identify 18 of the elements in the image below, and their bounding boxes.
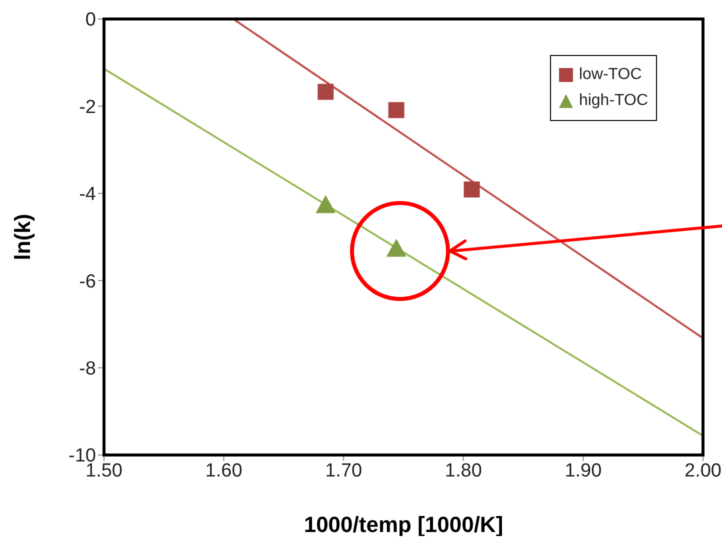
point bbox=[464, 181, 480, 198]
y-tick-label: -6 bbox=[79, 271, 96, 292]
point bbox=[388, 102, 404, 118]
x-tick-label: 1.70 bbox=[325, 460, 362, 482]
x-tick-label: 1.90 bbox=[564, 460, 602, 482]
point bbox=[316, 195, 336, 214]
x-tick-label: 2.00 bbox=[684, 460, 722, 482]
legend-label: high-TOC bbox=[578, 91, 648, 111]
y-tick-label: 0 bbox=[85, 10, 96, 31]
x-tick-label: 1.60 bbox=[205, 460, 242, 482]
y-tick-label: -4 bbox=[79, 184, 96, 206]
point bbox=[318, 84, 334, 100]
x-tick-label: 1.80 bbox=[444, 460, 482, 482]
legend-label: low-TOC bbox=[578, 65, 642, 85]
y-axis-title: ln(k) bbox=[10, 214, 35, 260]
y-tick-label: -8 bbox=[79, 358, 96, 380]
point bbox=[386, 238, 406, 257]
y-tick-label: -2 bbox=[79, 96, 96, 118]
